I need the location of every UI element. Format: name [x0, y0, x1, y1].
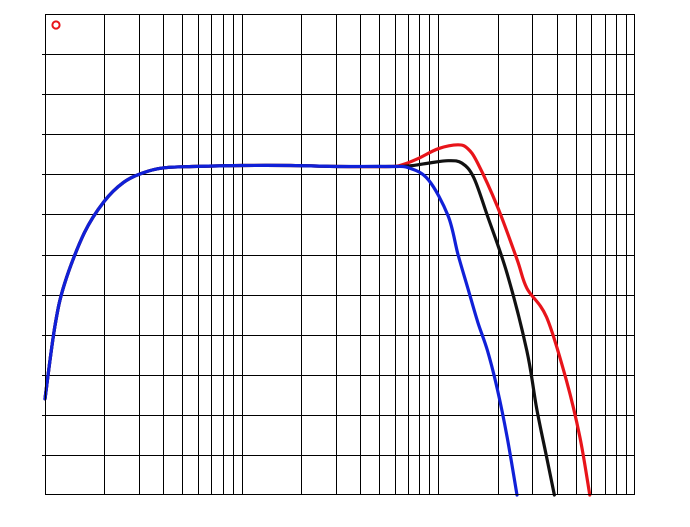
series-lines — [43, 143, 592, 497]
grid — [45, 14, 635, 495]
corner-marker-group — [51, 20, 61, 30]
plot-frame-border — [45, 14, 635, 495]
series-line-blue — [43, 163, 519, 497]
red-circle-marker-icon — [51, 20, 61, 30]
series-line-black — [43, 159, 556, 497]
plot-frame — [42, 14, 635, 495]
